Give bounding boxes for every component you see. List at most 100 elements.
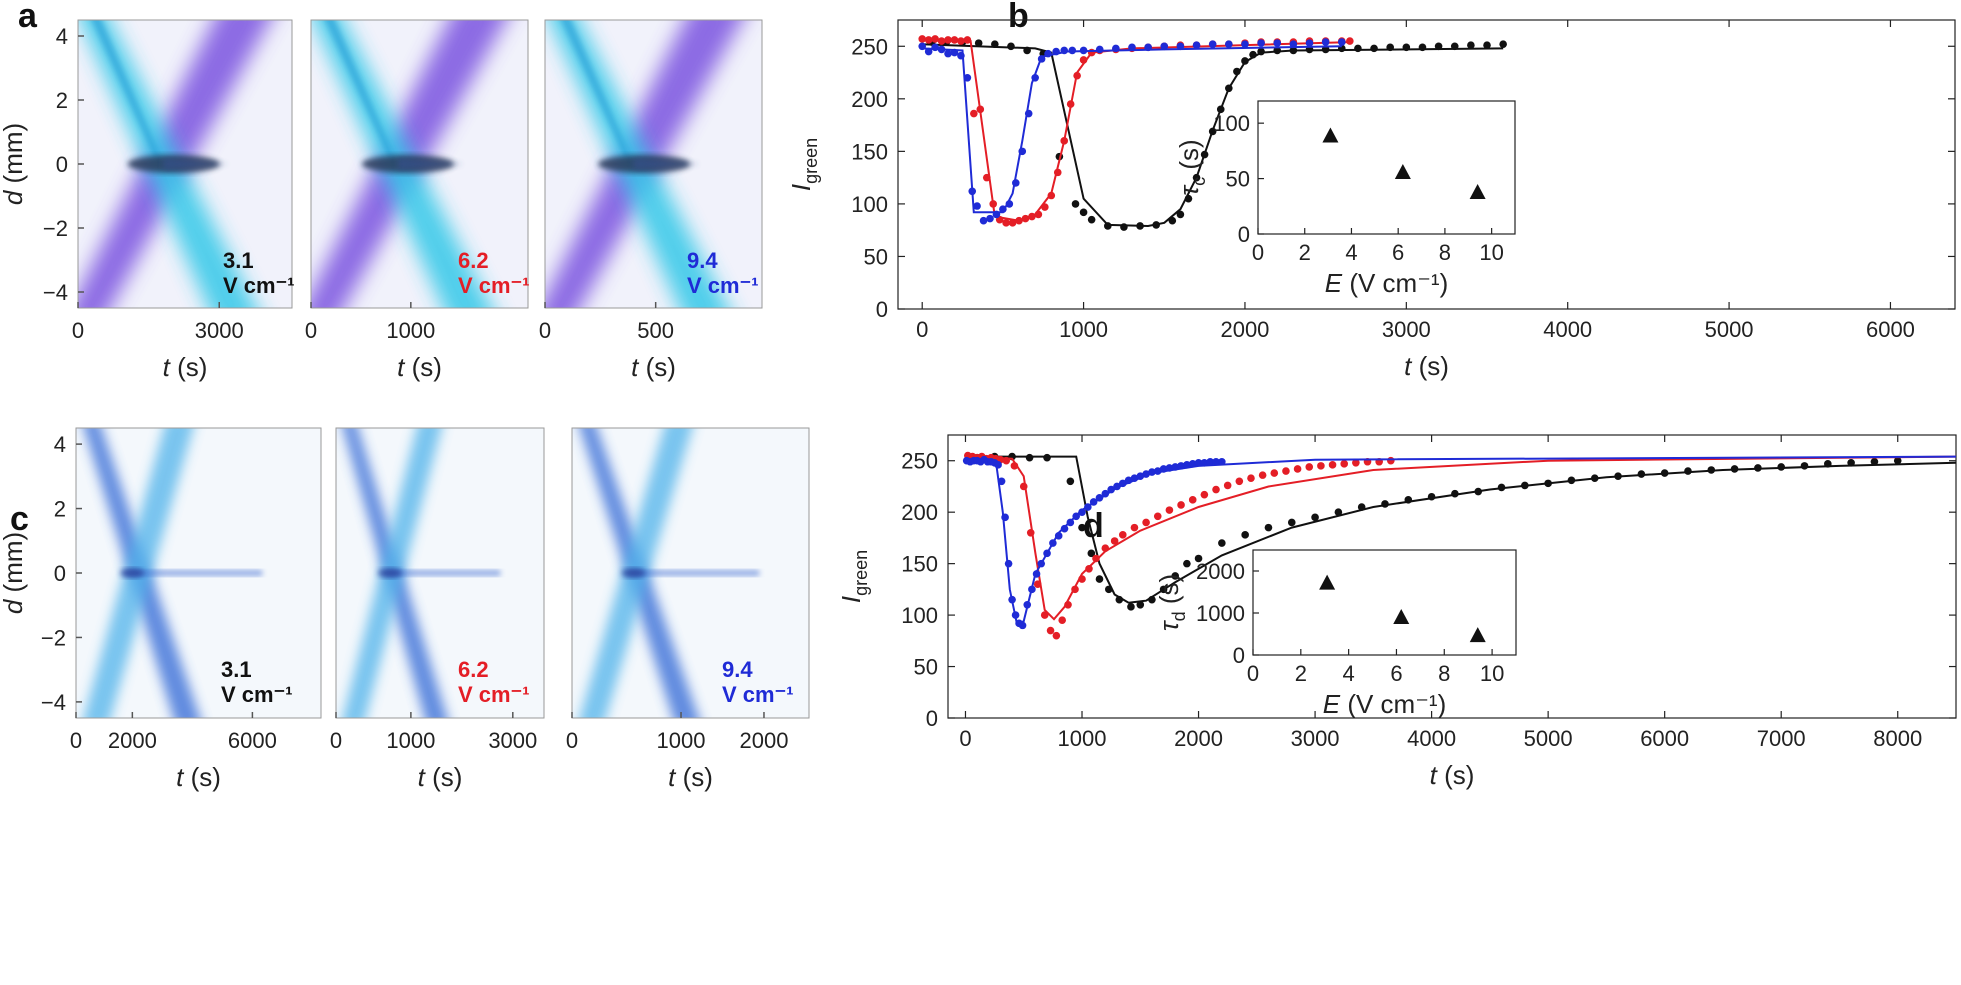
data-point bbox=[1040, 611, 1049, 619]
inset-x-tick-label: 2 bbox=[1295, 661, 1307, 686]
y-tick-label: 100 bbox=[901, 603, 938, 628]
data-point bbox=[1060, 137, 1069, 145]
field-unit: V cm⁻¹ bbox=[223, 273, 295, 298]
data-point bbox=[1483, 41, 1491, 50]
data-point bbox=[1192, 173, 1201, 182]
data-point bbox=[1101, 489, 1110, 498]
data-point bbox=[1054, 532, 1063, 540]
data-point bbox=[1112, 44, 1120, 53]
data-point bbox=[1289, 46, 1298, 55]
data-point bbox=[1052, 631, 1061, 640]
inset-y-tick-label: 50 bbox=[1226, 167, 1250, 192]
kymograph-image bbox=[78, 20, 292, 308]
data-point bbox=[1095, 493, 1104, 502]
data-point bbox=[1089, 498, 1098, 506]
data-point bbox=[1028, 212, 1036, 221]
kymograph-c-3: 0 1000 2000 t (s) 9.4V cm⁻¹ bbox=[566, 427, 810, 792]
inset-data-point bbox=[1469, 627, 1486, 643]
y-tick-label: 200 bbox=[851, 87, 888, 112]
data-point bbox=[992, 210, 1001, 219]
kymograph-c-2: 0 1000 3000 t (s) 6.2V cm⁻¹ bbox=[330, 427, 545, 792]
data-point bbox=[1092, 554, 1100, 563]
data-point bbox=[1194, 554, 1203, 563]
data-point bbox=[1273, 39, 1282, 47]
data-point bbox=[1021, 214, 1030, 223]
data-point bbox=[924, 47, 933, 56]
data-point bbox=[1037, 55, 1046, 63]
data-point bbox=[1730, 465, 1739, 473]
field-unit: V cm⁻¹ bbox=[722, 682, 794, 707]
field-value: 9.4 bbox=[687, 248, 718, 273]
inset-x-axis-label: E (V cm⁻¹) bbox=[1323, 689, 1447, 719]
data-point bbox=[1171, 572, 1180, 580]
data-point bbox=[1084, 503, 1092, 511]
data-point bbox=[1008, 595, 1016, 604]
data-point bbox=[1218, 539, 1226, 547]
data-point bbox=[1257, 39, 1265, 47]
kymograph-c-1: 0 2000 6000 t (s) 3.1V cm⁻¹ bbox=[70, 427, 322, 792]
data-point bbox=[1590, 474, 1599, 483]
x-axis-label: t (s) bbox=[397, 352, 442, 382]
data-point bbox=[1136, 601, 1145, 609]
data-point bbox=[1071, 200, 1080, 208]
panel-label-b: b bbox=[1008, 0, 1029, 35]
precipitate-line bbox=[385, 570, 501, 576]
inset-y-tick-label: 2000 bbox=[1196, 559, 1245, 584]
data-point bbox=[1614, 472, 1622, 480]
y-tick-label: 2 bbox=[54, 497, 66, 522]
x-tick-label: 1000 bbox=[657, 728, 706, 753]
frame bbox=[571, 427, 810, 719]
data-point bbox=[1002, 219, 1010, 227]
data-point bbox=[1032, 570, 1041, 578]
data-point bbox=[1249, 50, 1257, 59]
data-point bbox=[1241, 57, 1249, 65]
kymograph-image bbox=[311, 20, 528, 308]
inset-frame bbox=[1252, 549, 1517, 656]
data-point bbox=[1352, 458, 1360, 467]
y-tick-label: 4 bbox=[56, 24, 68, 49]
x-tick-label: 0 bbox=[70, 728, 82, 753]
data-point bbox=[1130, 523, 1139, 532]
data-point bbox=[1183, 559, 1191, 568]
data-point bbox=[1346, 37, 1354, 45]
data-point bbox=[1107, 485, 1115, 494]
data-point bbox=[1159, 585, 1168, 594]
data-point bbox=[1130, 474, 1139, 483]
frame bbox=[544, 19, 763, 309]
data-point bbox=[937, 37, 946, 45]
field-unit: V cm⁻¹ bbox=[458, 682, 530, 707]
data-point bbox=[1064, 601, 1072, 609]
y-axis-c: 4 2 0 −2 −4 d (mm) bbox=[0, 432, 82, 715]
data-point bbox=[1340, 460, 1349, 468]
data-point bbox=[1321, 38, 1330, 46]
cyan-edge bbox=[560, 20, 634, 164]
data-point bbox=[1171, 463, 1180, 471]
data-point bbox=[1451, 489, 1459, 498]
x-axis-label: t (s) bbox=[176, 762, 221, 792]
data-point bbox=[1241, 40, 1249, 48]
y-tick-label: −2 bbox=[41, 625, 66, 650]
data-point bbox=[1128, 43, 1136, 52]
precipitate-spot bbox=[378, 568, 403, 578]
data-point bbox=[1052, 47, 1060, 56]
data-point bbox=[1136, 222, 1144, 230]
x-tick-label: 3000 bbox=[1382, 317, 1431, 342]
fit-line bbox=[965, 455, 1957, 621]
data-point bbox=[1153, 512, 1162, 521]
x-axis-label: t (s) bbox=[1404, 351, 1449, 381]
data-point bbox=[1497, 483, 1506, 492]
plot-b: 0 1000 2000 3000 4000 5000 6000050100150200250… bbox=[786, 19, 1956, 381]
data-point bbox=[1311, 513, 1319, 522]
data-point bbox=[937, 45, 946, 54]
data-point bbox=[1176, 42, 1185, 51]
data-point bbox=[1011, 611, 1020, 619]
frame bbox=[310, 19, 529, 309]
data-point bbox=[1101, 544, 1110, 552]
data-point bbox=[1192, 41, 1201, 50]
data-point bbox=[973, 202, 981, 210]
data-point bbox=[1043, 453, 1051, 462]
data-point bbox=[1177, 462, 1185, 470]
kymograph-image bbox=[572, 428, 809, 718]
data-point bbox=[1073, 71, 1081, 80]
x-tick-label: 0 bbox=[916, 317, 928, 342]
